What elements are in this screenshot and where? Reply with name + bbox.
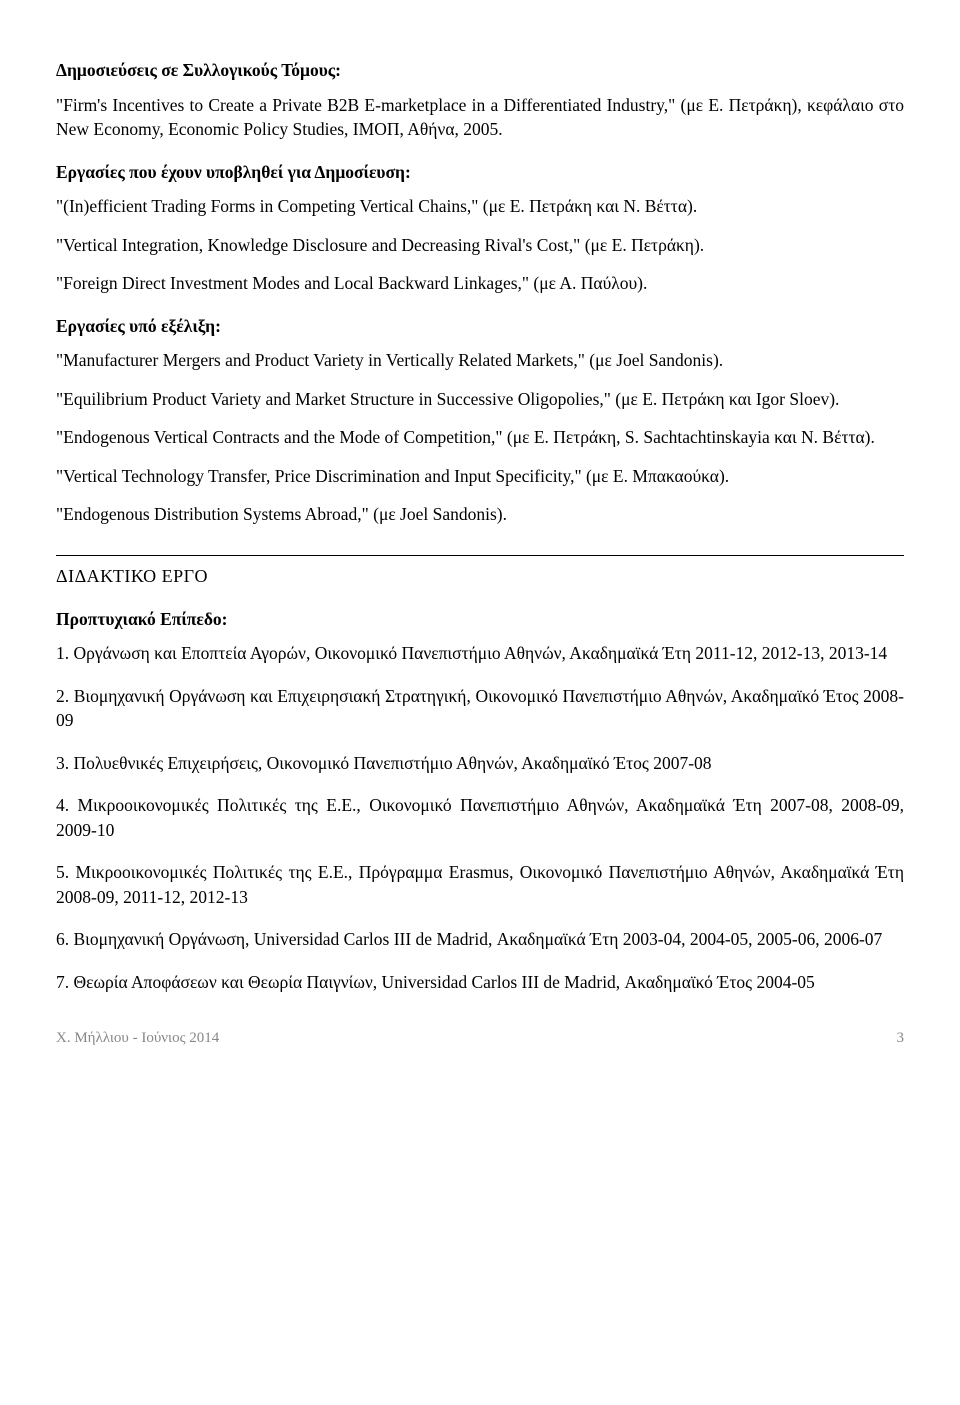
- inprogress-item: "Endogenous Distribution Systems Abroad,…: [56, 502, 904, 527]
- publications-heading: Δημοσιεύσεις σε Συλλογικούς Τόμους:: [56, 58, 904, 83]
- inprogress-heading: Εργασίες υπό εξέλιξη:: [56, 314, 904, 339]
- inprogress-item: "Equilibrium Product Variety and Market …: [56, 387, 904, 412]
- page-footer: Χ. Μήλλιου - Ιούνιος 2014 3: [56, 1028, 904, 1049]
- submitted-item: "Vertical Integration, Knowledge Disclos…: [56, 233, 904, 258]
- section-divider: [56, 555, 904, 556]
- undergrad-heading: Προπτυχιακό Επίπεδο:: [56, 607, 904, 632]
- submitted-item: "(In)efficient Trading Forms in Competin…: [56, 194, 904, 219]
- undergrad-item: 7. Θεωρία Αποφάσεων και Θεωρία Παιγνίων,…: [56, 970, 904, 995]
- undergrad-item: 4. Μικροοικονομικές Πολιτικές της Ε.Ε., …: [56, 793, 904, 842]
- inprogress-item: "Vertical Technology Transfer, Price Dis…: [56, 464, 904, 489]
- undergrad-item: 5. Μικροοικονομικές Πολιτικές της Ε.Ε., …: [56, 860, 904, 909]
- submitted-heading: Εργασίες που έχουν υποβληθεί για Δημοσίε…: [56, 160, 904, 185]
- footer-left: Χ. Μήλλιου - Ιούνιος 2014: [56, 1028, 219, 1049]
- publication-item: "Firm's Incentives to Create a Private B…: [56, 93, 904, 142]
- undergrad-item: 6. Βιομηχανική Οργάνωση, Universidad Car…: [56, 927, 904, 952]
- inprogress-item: "Manufacturer Mergers and Product Variet…: [56, 348, 904, 373]
- submitted-item: "Foreign Direct Investment Modes and Loc…: [56, 271, 904, 296]
- teaching-section-title: ΔΙΔΑΚΤΙΚΟ ΕΡΓΟ: [56, 564, 904, 589]
- inprogress-item: "Endogenous Vertical Contracts and the M…: [56, 425, 904, 450]
- undergrad-item: 3. Πολυεθνικές Επιχειρήσεις, Οικονομικό …: [56, 751, 904, 776]
- undergrad-item: 1. Οργάνωση και Εποπτεία Αγορών, Οικονομ…: [56, 641, 904, 666]
- footer-page-number: 3: [897, 1028, 905, 1049]
- undergrad-item: 2. Βιομηχανική Οργάνωση και Επιχειρησιακ…: [56, 684, 904, 733]
